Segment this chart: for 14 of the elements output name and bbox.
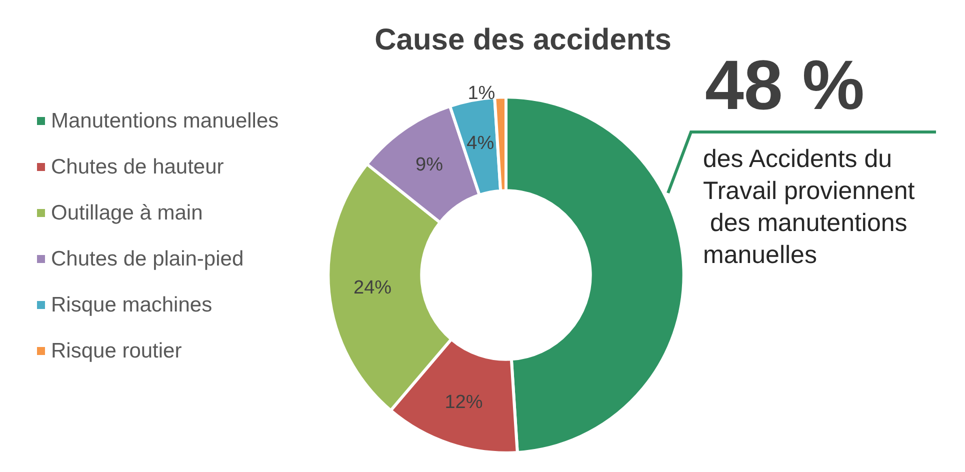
data-label: 12%: [444, 392, 483, 413]
legend-label: Chutes de hauteur: [51, 156, 224, 178]
chart-title: Cause des accidents: [374, 24, 672, 56]
data-label: 24%: [354, 277, 392, 298]
text: 48 %: [705, 46, 865, 124]
text: des Accidents du Travail proviennent des manutentions manuelles: [703, 145, 915, 269]
legend-label: Manutentions manuelles: [51, 110, 279, 132]
data-label: 1%: [468, 82, 496, 104]
legend-label: Risque routier: [51, 340, 182, 362]
legend-label: Risque machines: [51, 294, 212, 316]
legend-label: Outillage à main: [51, 202, 203, 224]
data-label: 4%: [466, 132, 494, 154]
legend-label: Chutes de plain-pied: [51, 248, 244, 270]
data-label: 9%: [416, 154, 444, 176]
